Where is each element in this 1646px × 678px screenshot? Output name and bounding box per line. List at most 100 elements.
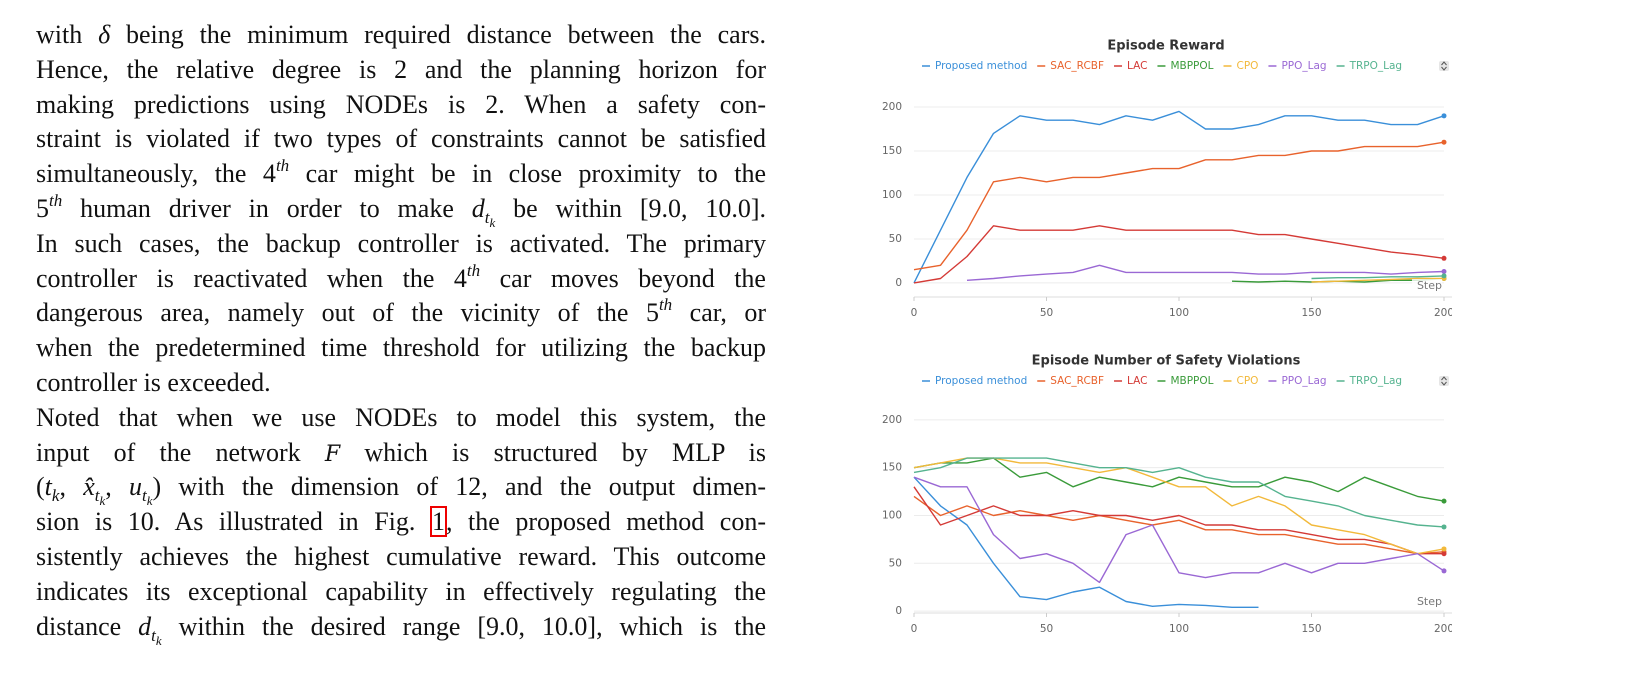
math-i: t (44, 472, 52, 502)
end-point (1441, 498, 1447, 504)
text-line: with δ being the minimum required distan… (36, 18, 766, 53)
text-line: indicates its exceptional capability in … (36, 575, 766, 610)
body-text: with δ being the minimum required distan… (36, 18, 767, 648)
math-i: δ (98, 20, 111, 49)
x-tick-label: 100 (1169, 307, 1189, 319)
series-line (913, 476, 1259, 608)
y-tick-label: 200 (882, 101, 902, 113)
text-run: with (36, 20, 99, 49)
math-sub: k (51, 486, 60, 506)
math-sub: t (151, 625, 156, 645)
series-line (966, 264, 1445, 281)
math-subsub: k (155, 632, 162, 648)
series-line (913, 495, 1445, 555)
math-i: x̂ (83, 472, 95, 502)
legend-label: CPO (1237, 60, 1259, 72)
legend-label: TRPO_Lag (1349, 60, 1403, 72)
end-point (1441, 524, 1447, 530)
text-run: within the desired range [9.0, 10.0], wh… (161, 611, 766, 641)
text-run: being the minimum required distance betw… (110, 20, 766, 49)
text-line: when the predetermined time threshold fo… (36, 331, 766, 366)
math-subsub: k (489, 214, 496, 230)
text-run: indicates its exceptional capability in … (36, 576, 766, 606)
paragraph: Noted that when we use NODEs to model th… (36, 401, 767, 648)
x-tick-label: 50 (1040, 307, 1053, 319)
series-line (1311, 275, 1445, 280)
series-line (913, 457, 1445, 528)
x-tick-label: 150 (1301, 307, 1321, 319)
math-i: u (128, 472, 142, 502)
legend-label: TRPO_Lag (1349, 375, 1403, 387)
y-tick-label: 150 (882, 462, 902, 474)
series-line (913, 225, 1445, 284)
y-tick-label: 50 (889, 233, 902, 245)
chart-title: Episode Number of Safety Violations (1032, 354, 1301, 369)
series-line (913, 141, 1445, 271)
text-run: when the predetermined time threshold fo… (36, 333, 766, 363)
figure: Episode Reward Proposed method SAC_RCBF LAC… (882, 39, 1452, 635)
text-run: In such cases, the backup controller is … (36, 228, 766, 258)
y-tick-label: 0 (895, 605, 902, 617)
paragraph: with δ being the minimum required distan… (36, 18, 766, 401)
text-run: simultaneously, the 4 (36, 159, 276, 189)
series-line (913, 476, 1445, 584)
text-run: car might be in close proximity to the (289, 159, 766, 189)
legend-scroll (1439, 61, 1449, 71)
text-line: 5th human driver in order to make dtk be… (36, 192, 767, 230)
legend-label: PPO_Lag (1281, 375, 1326, 387)
x-tick-label: 0 (911, 307, 918, 319)
text-run: dangerous area, namely out of the vicini… (36, 298, 659, 328)
end-point (1441, 113, 1447, 119)
text-run: controller is exceeded. (36, 367, 271, 397)
legend-label: MBPPOL (1170, 60, 1213, 72)
text-line: simultaneously, the 4th car might be in … (36, 157, 766, 192)
y-tick-label: 50 (889, 557, 902, 569)
series-line (913, 486, 1444, 555)
series-line (913, 457, 1445, 502)
text-run: sistently achieves the highest cumulativ… (36, 541, 766, 571)
legend-label: LAC (1127, 60, 1147, 72)
math-i: d (471, 193, 485, 223)
text-run: sion is 10. As illustrated in Fig. (36, 507, 431, 537)
y-tick-label: 150 (882, 145, 902, 157)
text-run: distance (36, 611, 139, 641)
end-point (1441, 268, 1447, 274)
text-run: straint is violated if two types of cons… (36, 124, 766, 154)
y-tick-label: 0 (895, 277, 902, 289)
y-tick-label: 100 (882, 189, 902, 201)
legend-label: LAC (1127, 375, 1147, 387)
end-point (1441, 273, 1447, 279)
text-line: In such cases, the backup controller is … (36, 227, 766, 262)
text-run: Hence, the relative degree is 2 and the … (36, 54, 766, 84)
end-point (1441, 139, 1447, 145)
text-line: distance dtk within the desired range [9… (36, 610, 766, 648)
math-sup: th (275, 156, 290, 176)
math-sup: th (658, 295, 673, 315)
text-line: controller is exceeded. (36, 366, 766, 401)
text-line: Hence, the relative degree is 2 and the … (36, 53, 766, 88)
text-line: sion is 10. As illustrated in Fig. 1, th… (36, 505, 766, 540)
text-run: ) with the dimension of 12, and the outp… (152, 472, 767, 502)
end-point (1441, 551, 1447, 557)
text-run: be within [9.0, 10.0]. (495, 193, 767, 223)
math-cal: F (324, 441, 341, 467)
math-subsub: k (99, 493, 106, 509)
text-line: Noted that when we use NODEs to model th… (36, 401, 766, 436)
legend-label: SAC_RCBF (1050, 60, 1104, 72)
x-tick-label: 100 (1169, 623, 1189, 635)
math-box: 1 (429, 506, 447, 538)
legend-label: CPO (1237, 375, 1259, 387)
legend-scroll (1439, 376, 1449, 386)
end-point (1441, 546, 1447, 552)
text-run: , (105, 472, 129, 502)
series-line (1311, 277, 1444, 283)
text-run: ( (36, 472, 45, 502)
legend-label: SAC_RCBF (1050, 375, 1104, 387)
text-run: human driver in order to make (62, 193, 472, 223)
x-axis-label: Step (1417, 279, 1442, 292)
legend-scroll-icon (1441, 376, 1447, 386)
math-sub: t (484, 207, 490, 227)
text-line: sistently achieves the highest cumulativ… (36, 540, 766, 575)
text-line: straint is violated if two types of cons… (36, 122, 766, 157)
